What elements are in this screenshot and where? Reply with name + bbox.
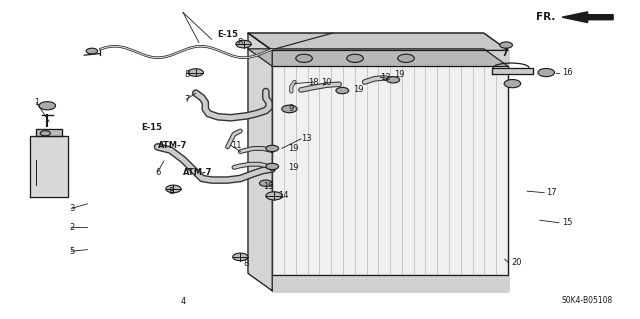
Circle shape <box>347 54 364 63</box>
Text: 9: 9 <box>289 104 294 113</box>
Text: 8: 8 <box>237 38 243 47</box>
Circle shape <box>39 102 56 110</box>
Text: 18: 18 <box>308 78 319 86</box>
Circle shape <box>538 69 554 77</box>
Circle shape <box>336 87 349 94</box>
Circle shape <box>233 253 248 261</box>
Text: 19: 19 <box>394 70 405 78</box>
Text: 2: 2 <box>69 223 75 232</box>
Text: 8: 8 <box>244 259 249 268</box>
Bar <box>272 50 508 291</box>
Circle shape <box>397 54 414 63</box>
Circle shape <box>266 192 282 200</box>
Text: 16: 16 <box>562 68 573 77</box>
Polygon shape <box>248 33 508 50</box>
Text: S0K4-B05108: S0K4-B05108 <box>562 296 613 305</box>
Text: E-15: E-15 <box>141 123 163 132</box>
Polygon shape <box>562 12 613 23</box>
Text: 19: 19 <box>288 144 299 153</box>
Text: 13: 13 <box>301 134 312 144</box>
Circle shape <box>282 105 297 113</box>
Text: 20: 20 <box>511 258 522 267</box>
Circle shape <box>500 42 513 48</box>
Circle shape <box>504 79 521 88</box>
Text: 8: 8 <box>168 187 173 196</box>
Text: 4: 4 <box>180 297 186 306</box>
Circle shape <box>296 54 312 63</box>
Text: ATM-7: ATM-7 <box>157 141 187 150</box>
Text: 3: 3 <box>69 204 75 213</box>
Polygon shape <box>30 136 68 197</box>
Polygon shape <box>272 275 508 291</box>
Circle shape <box>86 48 98 54</box>
Polygon shape <box>36 129 62 136</box>
Text: 19: 19 <box>262 182 273 191</box>
Text: 19: 19 <box>353 85 364 94</box>
Circle shape <box>236 40 251 48</box>
Text: 19: 19 <box>288 163 299 172</box>
Circle shape <box>266 145 278 152</box>
Text: 5: 5 <box>69 247 75 256</box>
Text: 7: 7 <box>184 95 189 104</box>
Text: 8: 8 <box>184 70 189 78</box>
Text: 17: 17 <box>546 188 557 197</box>
Text: FR.: FR. <box>536 12 556 22</box>
Text: 11: 11 <box>231 141 241 150</box>
Polygon shape <box>248 49 508 66</box>
Text: 12: 12 <box>381 73 391 82</box>
Polygon shape <box>492 68 534 74</box>
Polygon shape <box>272 50 508 66</box>
Text: ATM-7: ATM-7 <box>183 168 212 177</box>
Text: 14: 14 <box>278 191 289 200</box>
Polygon shape <box>248 33 272 291</box>
Text: 6: 6 <box>156 168 161 177</box>
Circle shape <box>166 185 181 193</box>
Circle shape <box>387 77 399 83</box>
Text: 1: 1 <box>35 98 40 107</box>
Text: 10: 10 <box>321 78 332 86</box>
Circle shape <box>259 180 272 186</box>
Text: 15: 15 <box>562 218 573 227</box>
Circle shape <box>188 69 204 76</box>
Circle shape <box>40 131 51 136</box>
Circle shape <box>266 163 278 170</box>
Text: E-15: E-15 <box>217 30 238 39</box>
